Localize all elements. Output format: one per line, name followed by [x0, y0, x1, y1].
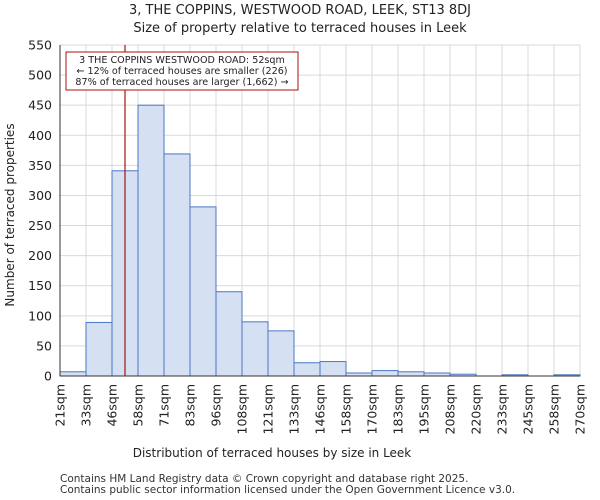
x-tick-label: 108sqm: [235, 384, 250, 434]
histogram-bar: [319, 361, 347, 377]
x-tick-label: 71sqm: [157, 384, 172, 427]
axes: [59, 45, 580, 377]
y-tick-label: 250: [28, 218, 52, 233]
x-tick-label: 170sqm: [365, 384, 380, 434]
chart-subtitle: Size of property relative to terraced ho…: [133, 21, 467, 36]
y-tick-label: 150: [28, 278, 52, 293]
x-tick-labels: 21sqm 33sqm 46sqm 58sqm 71sqm 83sqm 96sqm 108sq…: [53, 384, 588, 434]
x-tick-label: 21sqm: [53, 384, 68, 427]
annotation-line: 87% of terraced houses are larger (1,662…: [75, 77, 288, 88]
x-tick-label: 258sqm: [547, 384, 562, 434]
y-tick-label: 550: [28, 38, 52, 53]
y-tick-label: 500: [28, 68, 52, 83]
chart-title: 3, THE COPPINS, WESTWOOD ROAD, LEEK, ST1…: [128, 3, 472, 18]
x-tick-label: 96sqm: [209, 384, 224, 427]
y-tick-labels: 0 50 100 150 200 250 300 350 400 450 500 550: [28, 38, 52, 384]
x-tick-label: 158sqm: [339, 384, 354, 434]
histogram-bar: [371, 370, 399, 377]
x-tick-label: 233sqm: [495, 384, 510, 434]
histogram-bar: [293, 362, 321, 377]
y-tick-label: 300: [28, 188, 52, 203]
y-tick-label: 450: [28, 98, 52, 113]
y-axis-label: Number of terraced properties: [3, 123, 17, 306]
x-tick-label: 83sqm: [183, 384, 198, 427]
histogram-bar: [397, 371, 425, 377]
y-tick-label: 50: [36, 338, 52, 353]
annotation-line: ← 12% of terraced houses are smaller (22…: [76, 66, 287, 77]
histogram-bar: [137, 104, 165, 377]
annotation-line: 3 THE COPPINS WESTWOOD ROAD: 52sqm: [79, 55, 285, 66]
x-tick-label: 183sqm: [391, 384, 406, 434]
annotation-box: 3 THE COPPINS WESTWOOD ROAD: 52sqm← 12% …: [65, 51, 299, 91]
x-tick-label: 58sqm: [131, 384, 146, 427]
x-tick-label: 121sqm: [261, 384, 276, 434]
histogram-bar: [59, 371, 87, 377]
x-tick-label: 133sqm: [287, 384, 302, 434]
x-axis-label: Distribution of terraced houses by size …: [133, 446, 412, 460]
annotation-frame: [65, 51, 299, 91]
histogram-bar: [215, 291, 243, 377]
y-tick-label: 200: [28, 248, 52, 263]
x-tick-label: 270sqm: [573, 384, 588, 434]
x-tick-label: 220sqm: [469, 384, 484, 434]
bars: [59, 104, 581, 377]
x-tick-label: 245sqm: [521, 384, 536, 434]
x-tick-label: 33sqm: [79, 384, 94, 427]
x-tick-label: 46sqm: [105, 384, 120, 427]
histogram-bar: [163, 153, 191, 377]
histogram-bar: [241, 321, 269, 377]
histogram-bar: [85, 321, 113, 377]
footer-licence: Contains public sector information licen…: [60, 484, 516, 496]
y-tick-label: 100: [28, 308, 52, 323]
histogram-bar: [189, 206, 217, 377]
y-tick-label: 0: [44, 369, 52, 384]
x-tick-label: 195sqm: [417, 384, 432, 434]
x-tick-label: 146sqm: [313, 384, 328, 434]
x-tick-label: 208sqm: [443, 384, 458, 434]
y-tick-label: 400: [28, 128, 52, 143]
y-tick-label: 350: [28, 158, 52, 173]
footer-copyright: Contains HM Land Registry data © Crown c…: [60, 473, 469, 485]
histogram-bar: [267, 330, 295, 377]
